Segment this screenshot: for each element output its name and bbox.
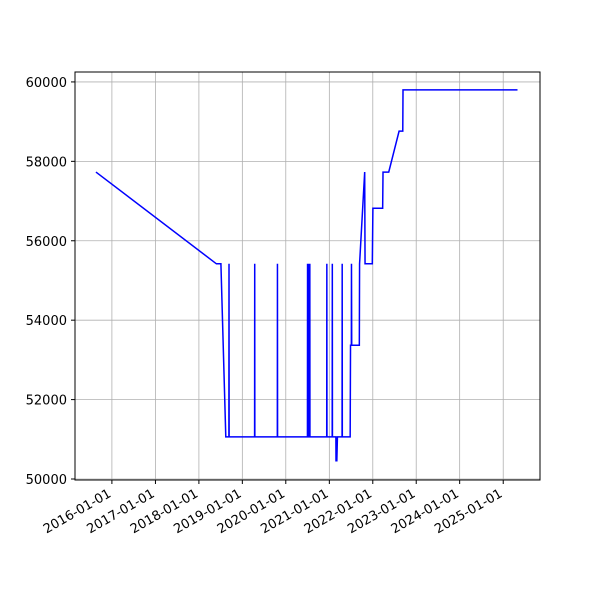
y-tick-label: 54000	[26, 314, 67, 329]
plot-frame	[74, 71, 541, 481]
y-tick-label: 58000	[26, 155, 67, 170]
y-tick-label: 60000	[26, 76, 67, 91]
y-tick-label: 50000	[26, 473, 67, 488]
y-tick-label: 56000	[26, 235, 67, 250]
data-line	[95, 89, 518, 462]
y-tick-label: 52000	[26, 394, 67, 409]
